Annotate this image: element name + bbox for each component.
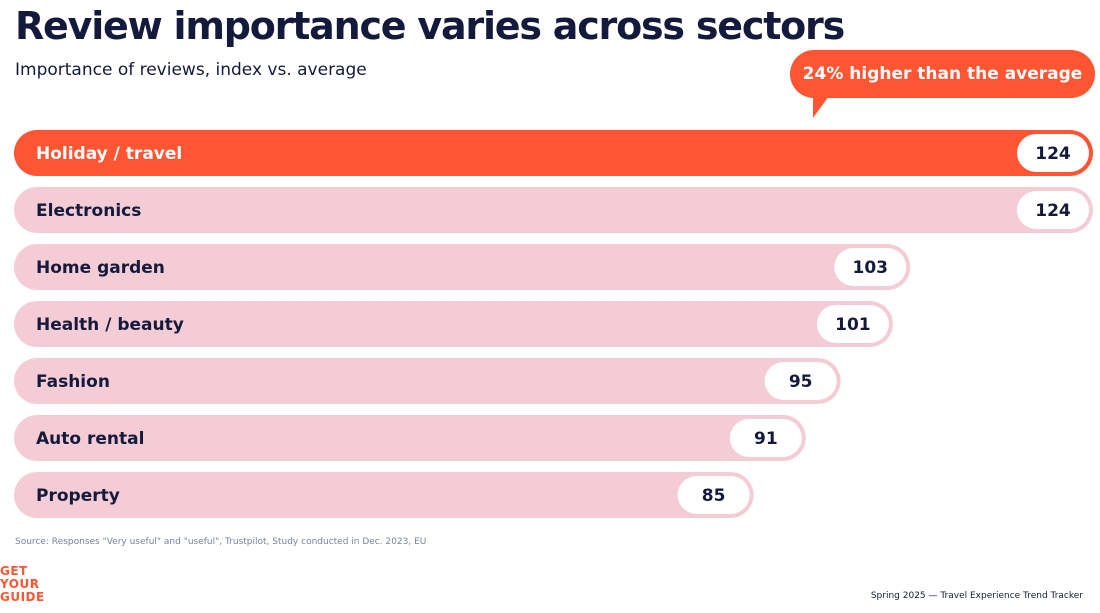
bar-row-property: Property 85 <box>14 472 754 518</box>
bar-row-auto-rental: Auto rental 91 <box>14 415 806 461</box>
value-pill-fashion <box>764 362 837 400</box>
callout-text: 24% higher than the average <box>802 64 1083 84</box>
bar-value-fashion: 95 <box>789 372 813 392</box>
bar-row-home-garden: Home garden 103 <box>14 244 911 290</box>
bar-label-fashion: Fashion <box>36 372 110 392</box>
bar-value-home-garden: 103 <box>853 258 889 278</box>
chart-title: Review importance varies across sectors <box>15 4 845 48</box>
bar-fashion <box>14 358 841 404</box>
bar-electronics <box>14 187 1093 233</box>
getyourguide-logo: GET YOUR GUIDE <box>0 565 44 605</box>
footer-caption: Spring 2025 — Travel Experience Trend Tr… <box>870 591 1083 601</box>
bar-label-electronics: Electronics <box>36 201 141 221</box>
bar-health-beauty <box>14 301 893 347</box>
value-pill-home-garden <box>834 248 907 286</box>
bar-row-fashion: Fashion 95 <box>14 358 841 404</box>
bar-label-property: Property <box>36 486 120 506</box>
callout-bubble: 24% higher than the average <box>790 50 1095 98</box>
logo-line-3: GUIDE <box>0 590 45 604</box>
value-pill-property <box>677 476 750 514</box>
bar-row-health-beauty: Health / beauty 101 <box>14 301 893 347</box>
logo-line-1: GET <box>0 564 28 578</box>
bar-row-electronics: Electronics 124 <box>14 187 1093 233</box>
bar-value-auto-rental: 91 <box>754 429 778 449</box>
bar-row-holiday-travel: Holiday / travel 124 <box>14 130 1093 176</box>
chart-subtitle: Importance of reviews, index vs. average <box>15 60 367 80</box>
value-pill-auto-rental <box>729 419 802 457</box>
bar-chart: Holiday / travel 124 Electronics 124 Home ga… <box>14 130 1093 518</box>
bar-property <box>14 472 754 518</box>
bar-value-property: 85 <box>702 486 726 506</box>
bar-auto-rental <box>14 415 806 461</box>
source-note: Source: Responses "Very useful" and "use… <box>15 537 427 547</box>
bar-home-garden <box>14 244 911 290</box>
bar-label-holiday-travel: Holiday / travel <box>36 144 182 164</box>
bar-value-health-beauty: 101 <box>835 315 871 335</box>
bar-value-holiday-travel: 124 <box>1035 144 1071 164</box>
value-pill-electronics <box>1017 191 1089 229</box>
value-pill-holiday-travel <box>1017 134 1089 172</box>
callout-tail <box>813 96 829 118</box>
logo-line-2: YOUR <box>0 577 40 591</box>
bar-holiday-travel <box>14 130 1093 176</box>
bar-label-auto-rental: Auto rental <box>36 429 144 449</box>
bar-label-home-garden: Home garden <box>36 258 165 278</box>
bar-label-health-beauty: Health / beauty <box>36 315 184 335</box>
value-pill-health-beauty <box>816 305 889 343</box>
bar-value-electronics: 124 <box>1035 201 1071 221</box>
